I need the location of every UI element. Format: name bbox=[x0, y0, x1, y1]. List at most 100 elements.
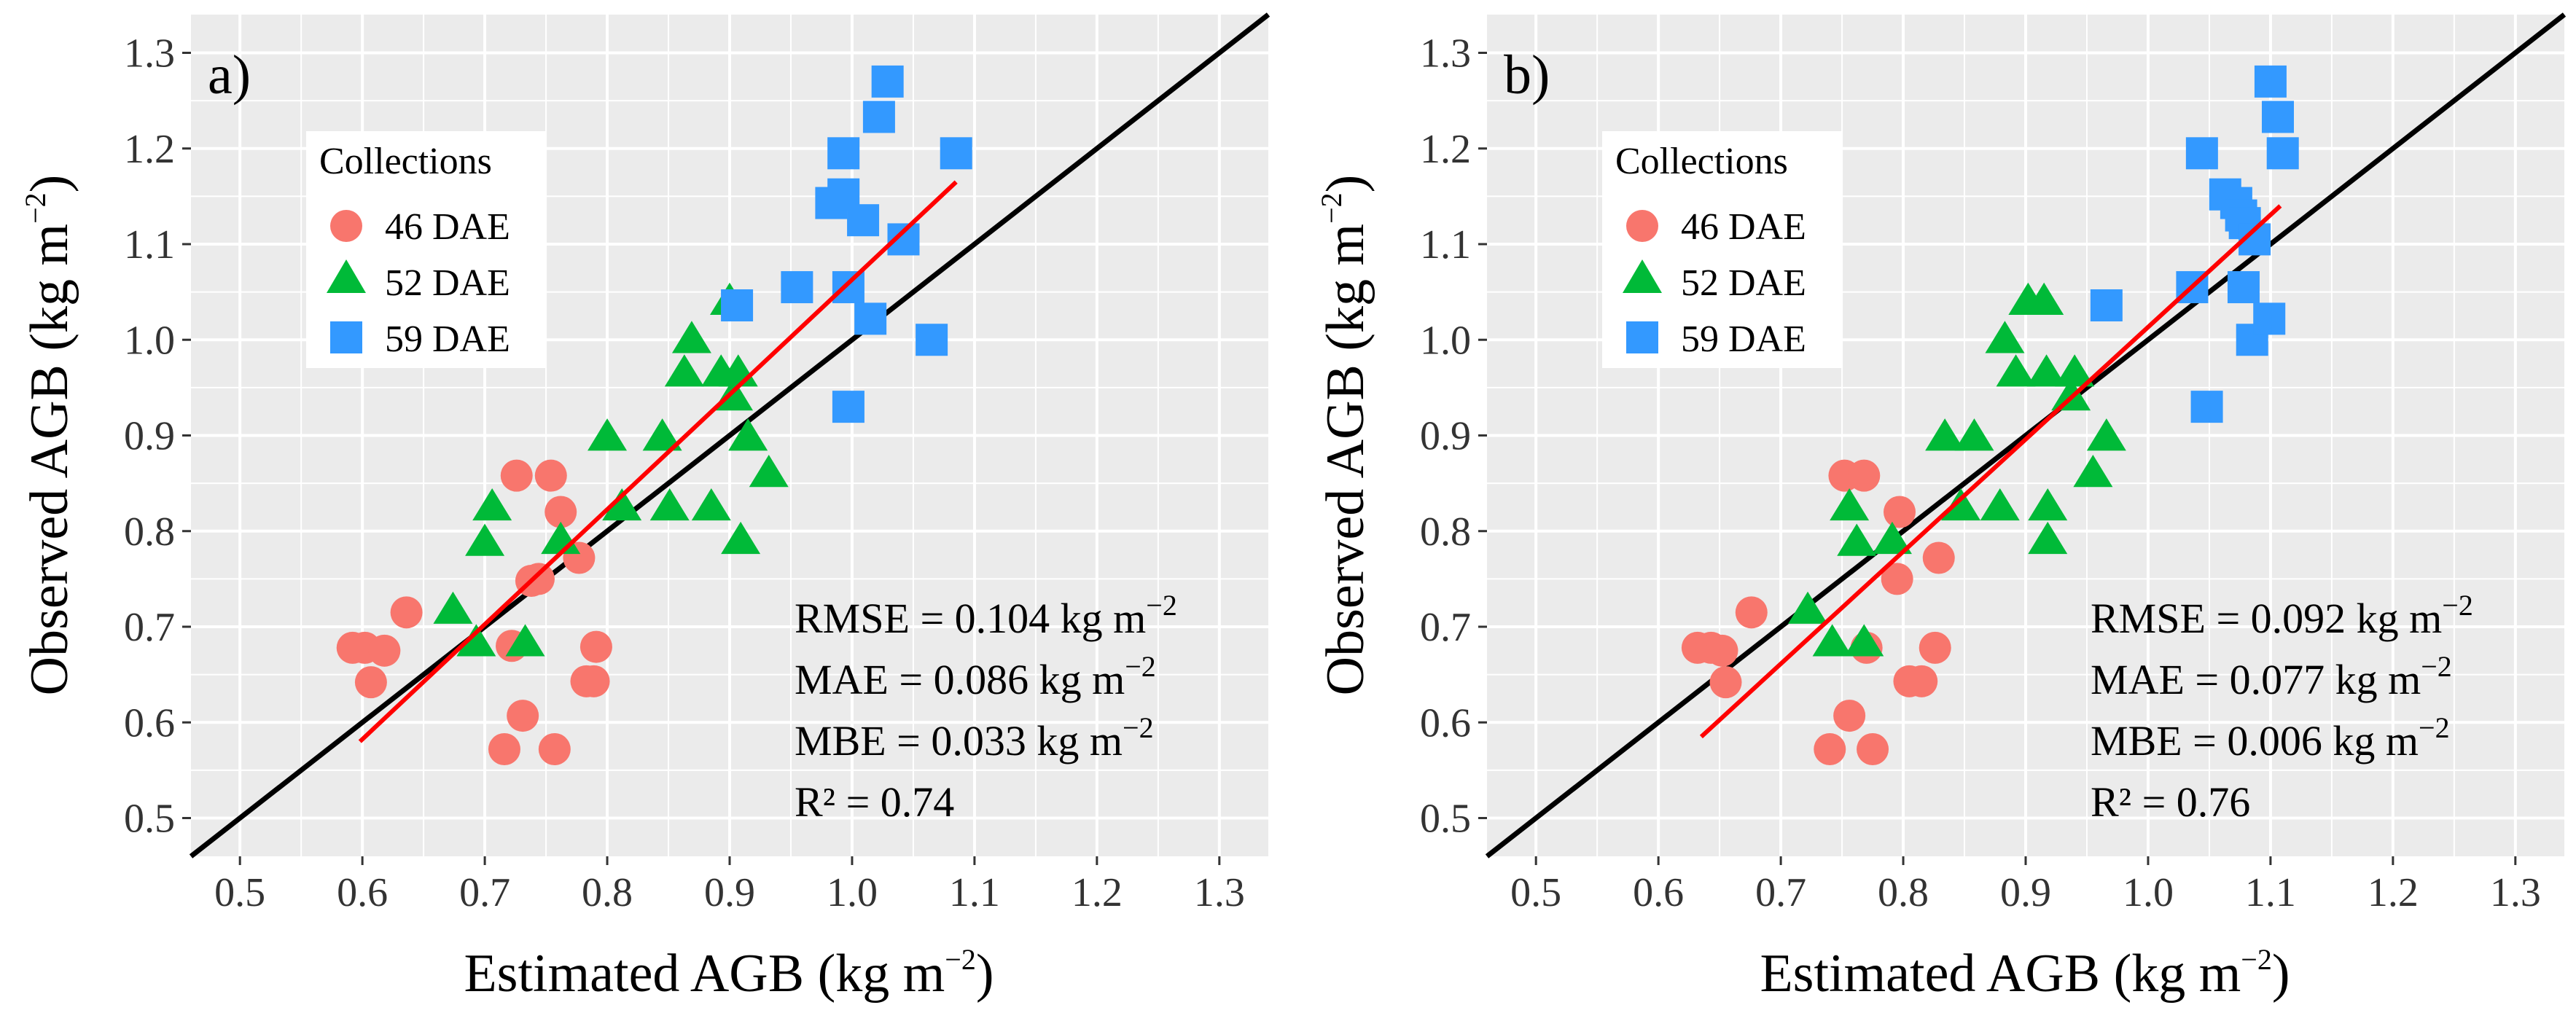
panel-a-point-dae46 bbox=[488, 733, 520, 765]
panel-a-point-dae52 bbox=[671, 321, 711, 353]
panel-a-legend: Collections 46 DAE 52 DAE 59 DAE bbox=[306, 131, 547, 368]
panel-b-point-dae52 bbox=[1812, 624, 1852, 657]
panel-b-point-dae52 bbox=[1788, 591, 1828, 624]
panel-b-point-dae46 bbox=[1905, 665, 1938, 697]
panel-b-point-dae46 bbox=[1709, 666, 1742, 699]
panel-a: 0.5 0.6 0.7 0.8 0.9 1.0 1.1 1.2 1.3 0.5 0.6 0.7 0.8… bbox=[19, 12, 1271, 1004]
panel-a-legend-title: Collections bbox=[319, 141, 492, 182]
panel-b-y-tick-labels: 0.5 0.6 0.7 0.8 0.9 1.0 1.1 1.2 1.3 bbox=[1420, 31, 1487, 842]
panel-b-legend-key-46-dae bbox=[1626, 210, 1658, 242]
panel-a-y-axis-title: Observed AGB (kg m−2) bbox=[19, 175, 79, 696]
panel-a-r2: R² = 0.74 bbox=[795, 778, 954, 826]
panel-a-point-dae59 bbox=[854, 302, 887, 335]
panel-a-point-dae52 bbox=[602, 488, 642, 521]
panel-b-y-tick-label: 0.6 bbox=[1420, 700, 1471, 746]
panel-a-legend-label-52-dae: 52 DAE bbox=[385, 262, 510, 304]
panel-b-point-dae59 bbox=[2190, 391, 2223, 423]
panel-a-point-dae46 bbox=[368, 634, 401, 667]
panel-a-point-dae59 bbox=[832, 271, 864, 304]
panel-a-y-tick-label: 1.0 bbox=[124, 318, 175, 363]
panel-b-label: b) bbox=[1504, 44, 1550, 106]
panel-b-legend: Collections 46 DAE 52 DAE 59 DAE bbox=[1602, 131, 1843, 368]
panel-a-legend-key-59-dae bbox=[330, 321, 362, 353]
panel-a-x-tick-label: 1.3 bbox=[1194, 870, 1245, 915]
panel-b-point-dae52 bbox=[2028, 488, 2068, 521]
panel-a-point-dae46 bbox=[507, 700, 539, 732]
panel-b-point-dae52 bbox=[1925, 418, 1965, 451]
panel-a-point-dae46 bbox=[579, 630, 612, 663]
panel-b-point-dae59 bbox=[2254, 65, 2287, 98]
panel-a-x-tick-label: 0.9 bbox=[704, 870, 755, 915]
panel-a-point-dae59 bbox=[827, 137, 860, 170]
panel-b-stats: RMSE = 0.092 kg m−2 MAE = 0.077 kg m−2 M… bbox=[2091, 589, 2473, 826]
panel-a-y-tick-label: 0.5 bbox=[124, 797, 175, 842]
panel-b-y-tick-label: 0.9 bbox=[1420, 414, 1471, 459]
panel-a-point-dae46 bbox=[522, 563, 555, 595]
panel-b-mae: MAE = 0.077 kg m−2 bbox=[2091, 650, 2452, 703]
panel-b-point-dae52 bbox=[1940, 488, 1980, 521]
panel-b-point-dae52 bbox=[1954, 418, 1994, 451]
panel-a-points bbox=[336, 65, 972, 765]
panel-b-point-dae52 bbox=[1985, 321, 2025, 353]
panel-a-y-tick-label: 0.7 bbox=[124, 605, 175, 650]
panel-a-legend-label-46-dae: 46 DAE bbox=[385, 206, 510, 248]
panel-b: 0.5 0.6 0.7 0.8 0.9 1.0 1.1 1.2 1.3 0.5 0.6 0.7 0.8… bbox=[1315, 12, 2567, 1004]
panel-b-point-dae52 bbox=[2086, 418, 2126, 451]
panel-b-legend-label-46-dae: 46 DAE bbox=[1681, 206, 1806, 248]
panel-a-point-dae59 bbox=[781, 271, 813, 304]
panel-a-point-dae52 bbox=[691, 488, 731, 521]
panel-b-point-dae52 bbox=[1872, 521, 1912, 555]
panel-b-point-dae52 bbox=[2026, 354, 2066, 387]
panel-b-mbe: MBE = 0.006 kg m−2 bbox=[2091, 711, 2450, 764]
panel-a-point-dae46 bbox=[500, 459, 533, 492]
panel-a-y-tick-label: 0.6 bbox=[124, 700, 175, 746]
panel-b-point-dae59 bbox=[2185, 137, 2218, 170]
panel-b-x-tick-label: 1.0 bbox=[2123, 870, 2174, 915]
panel-b-y-tick-label: 0.5 bbox=[1420, 797, 1471, 842]
panel-a-stats: RMSE = 0.104 kg m−2 MAE = 0.086 kg m−2 M… bbox=[795, 589, 1177, 826]
panel-b-one-to-one-line bbox=[1485, 12, 2567, 858]
panel-a-point-dae52 bbox=[721, 521, 761, 555]
panel-b-point-dae52 bbox=[2051, 378, 2091, 411]
panel-a-y-tick-label: 0.8 bbox=[124, 509, 175, 555]
panel-a-x-tick-label: 0.5 bbox=[214, 870, 265, 915]
panel-a-y-tick-label: 1.2 bbox=[124, 127, 175, 172]
panel-b-point-dae46 bbox=[1706, 634, 1738, 667]
panel-a-x-tick-label: 1.0 bbox=[827, 870, 878, 915]
panel-b-y-tick-label: 1.0 bbox=[1420, 318, 1471, 363]
panel-a-y-tick-label: 0.9 bbox=[124, 414, 175, 459]
panel-b-point-dae59 bbox=[2090, 289, 2123, 321]
panel-b-x-tick-label: 1.2 bbox=[2368, 870, 2419, 915]
panel-a-lines bbox=[189, 12, 1271, 858]
panel-a-label: a) bbox=[208, 44, 251, 106]
panel-b-point-dae46 bbox=[1814, 733, 1846, 765]
panel-b-point-dae52 bbox=[1980, 488, 2020, 521]
panel-a-point-dae59 bbox=[871, 65, 904, 98]
panel-b-point-dae52 bbox=[1844, 624, 1884, 657]
panel-b-point-dae52 bbox=[2028, 521, 2068, 555]
panel-b-legend-label-52-dae: 52 DAE bbox=[1681, 262, 1806, 304]
panel-b-rmse: RMSE = 0.092 kg m−2 bbox=[2091, 589, 2473, 642]
panel-a-point-dae52 bbox=[649, 488, 690, 521]
panel-a-point-dae52 bbox=[642, 418, 682, 451]
panel-a-fit-line bbox=[358, 180, 958, 743]
panel-a-point-dae52 bbox=[505, 624, 545, 657]
panel-a-rmse: RMSE = 0.104 kg m−2 bbox=[795, 589, 1177, 642]
panel-b-x-tick-label: 0.9 bbox=[2000, 870, 2051, 915]
panel-a-y-tick-label: 1.3 bbox=[124, 31, 175, 77]
panel-a-one-to-one-line bbox=[189, 12, 1271, 858]
panel-b-point-dae52 bbox=[2073, 455, 2113, 488]
panel-a-point-dae59 bbox=[847, 204, 880, 237]
panel-b-point-dae46 bbox=[1848, 459, 1881, 492]
panel-b-x-tick-label: 0.8 bbox=[1878, 870, 1929, 915]
panel-a-point-dae52 bbox=[588, 418, 628, 451]
panel-b-point-dae52 bbox=[2024, 282, 2064, 315]
panel-a-point-dae52 bbox=[664, 354, 704, 387]
panel-b-point-dae59 bbox=[2261, 101, 2294, 133]
panel-b-r2: R² = 0.76 bbox=[2091, 778, 2250, 826]
panel-a-point-dae52 bbox=[456, 624, 496, 657]
panel-b-point-dae52 bbox=[1830, 488, 1870, 521]
panel-b-x-axis-title: Estimated AGB (kg m−2) bbox=[1760, 943, 2290, 1004]
panel-a-mbe: MBE = 0.033 kg m−2 bbox=[795, 711, 1154, 764]
